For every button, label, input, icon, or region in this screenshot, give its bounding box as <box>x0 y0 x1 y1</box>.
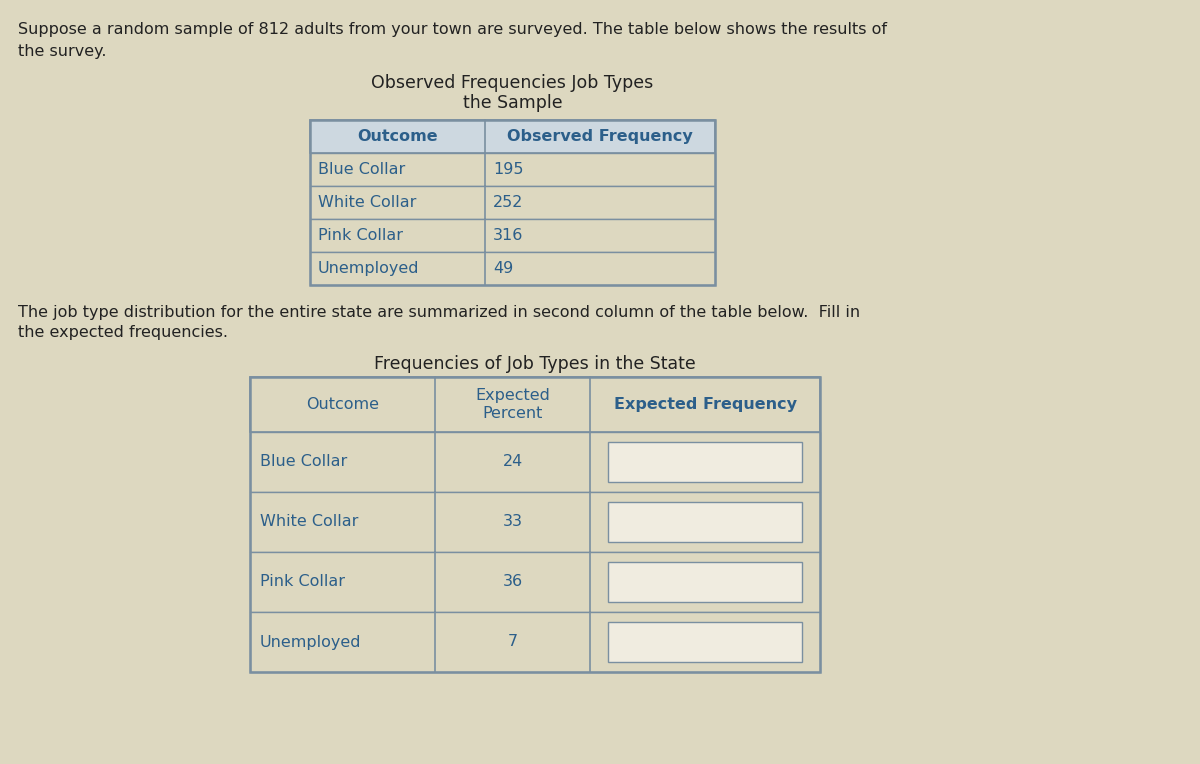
Text: Observed Frequencies Job Types: Observed Frequencies Job Types <box>371 74 654 92</box>
Text: White Collar: White Collar <box>318 195 416 210</box>
Text: The job type distribution for the entire state are summarized in second column o: The job type distribution for the entire… <box>18 305 860 320</box>
Text: 195: 195 <box>493 162 523 177</box>
Bar <box>310 153 715 186</box>
Bar <box>250 377 820 432</box>
Text: Pink Collar: Pink Collar <box>318 228 403 243</box>
Text: Unemployed: Unemployed <box>318 261 420 276</box>
Text: Blue Collar: Blue Collar <box>318 162 406 177</box>
Text: Observed Frequency: Observed Frequency <box>508 129 692 144</box>
Bar <box>608 442 802 482</box>
Bar <box>608 622 802 662</box>
Text: Expected Frequency: Expected Frequency <box>613 397 797 412</box>
Text: Frequencies of Job Types in the State: Frequencies of Job Types in the State <box>374 355 696 373</box>
Bar <box>310 186 715 219</box>
Bar <box>250 612 820 672</box>
Bar <box>310 120 715 285</box>
Text: 33: 33 <box>503 514 522 529</box>
Bar <box>608 502 802 542</box>
Text: Unemployed: Unemployed <box>260 634 361 649</box>
Text: Expected
Percent: Expected Percent <box>475 388 550 421</box>
Text: the expected frequencies.: the expected frequencies. <box>18 325 228 340</box>
Text: Blue Collar: Blue Collar <box>260 455 347 470</box>
Bar <box>608 562 802 602</box>
Text: Pink Collar: Pink Collar <box>260 575 346 590</box>
Text: 316: 316 <box>493 228 523 243</box>
Text: 7: 7 <box>508 634 517 649</box>
Text: Outcome: Outcome <box>306 397 379 412</box>
Bar <box>250 552 820 612</box>
Text: White Collar: White Collar <box>260 514 359 529</box>
Bar <box>250 492 820 552</box>
Bar <box>250 432 820 492</box>
Text: 24: 24 <box>503 455 523 470</box>
Bar <box>310 219 715 252</box>
Text: the Sample: the Sample <box>463 94 563 112</box>
Bar <box>310 252 715 285</box>
Text: Outcome: Outcome <box>358 129 438 144</box>
Bar <box>310 120 715 153</box>
Text: 252: 252 <box>493 195 523 210</box>
Text: 49: 49 <box>493 261 514 276</box>
Bar <box>250 377 820 672</box>
Text: the survey.: the survey. <box>18 44 107 59</box>
Text: Suppose a random sample of 812 adults from your town are surveyed. The table bel: Suppose a random sample of 812 adults fr… <box>18 22 887 37</box>
Text: 36: 36 <box>503 575 522 590</box>
